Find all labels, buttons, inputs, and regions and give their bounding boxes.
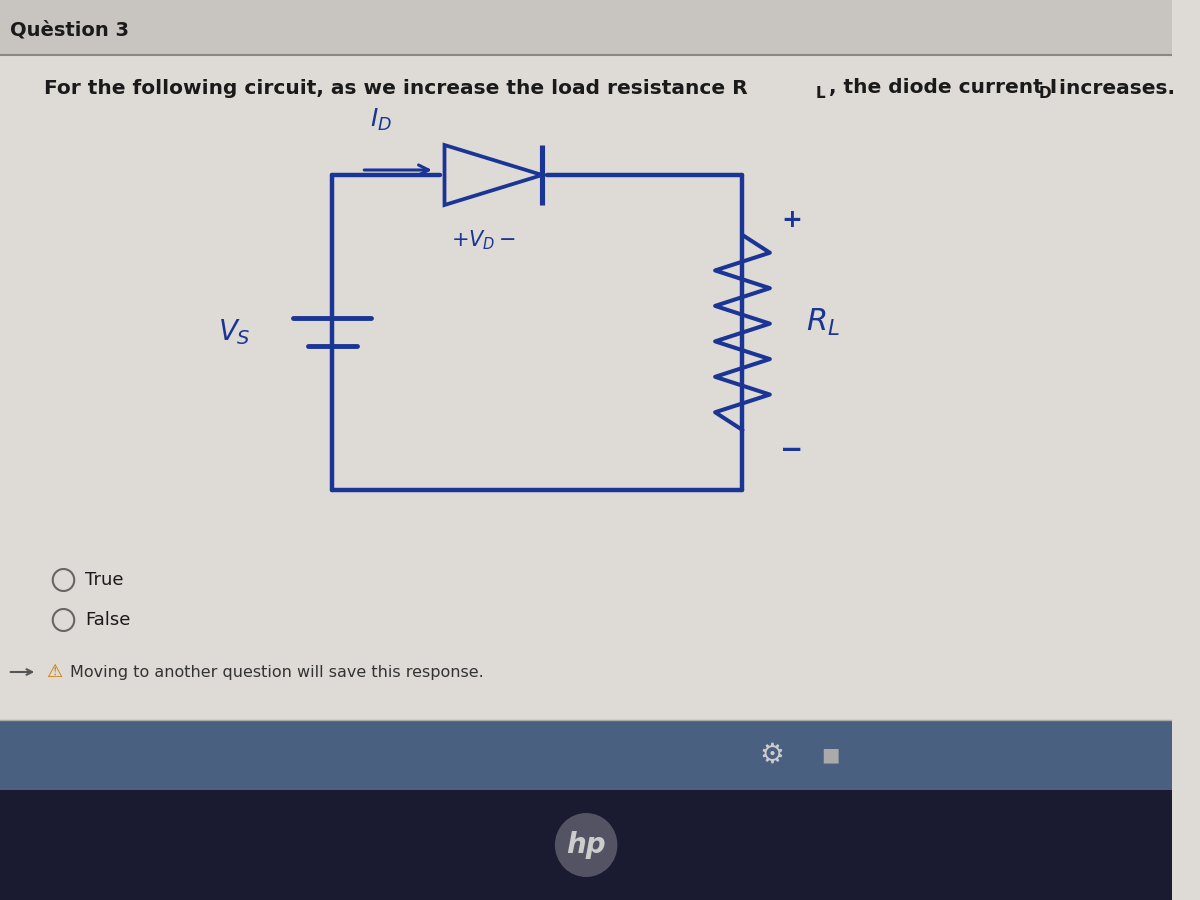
Text: For the following circuit, as we increase the load resistance R: For the following circuit, as we increas…: [44, 78, 748, 97]
Bar: [0, 790, 1172, 900]
Circle shape: [554, 813, 618, 877]
Text: ⚙: ⚙: [760, 741, 785, 769]
Text: $+V_D-$: $+V_D-$: [451, 229, 516, 252]
Text: $I_D$: $I_D$: [370, 107, 392, 133]
Text: Moving to another question will save this response.: Moving to another question will save thi…: [71, 664, 484, 680]
Text: increases.: increases.: [1052, 78, 1175, 97]
Text: ■: ■: [821, 745, 840, 764]
Text: , the diode current I: , the diode current I: [829, 78, 1057, 97]
Text: L: L: [816, 86, 826, 101]
Text: Quèstion 3: Quèstion 3: [10, 21, 128, 40]
Text: True: True: [85, 571, 124, 589]
Text: $R_L$: $R_L$: [806, 307, 840, 338]
Text: D: D: [1038, 86, 1051, 101]
Text: False: False: [85, 611, 131, 629]
Text: +: +: [781, 208, 802, 232]
Bar: [0, 0, 1172, 55]
Text: −: −: [780, 436, 803, 464]
Bar: [0, 720, 1172, 790]
Text: hp: hp: [566, 831, 606, 859]
Text: $V_S$: $V_S$: [218, 317, 251, 346]
Text: ⚠: ⚠: [46, 663, 61, 681]
